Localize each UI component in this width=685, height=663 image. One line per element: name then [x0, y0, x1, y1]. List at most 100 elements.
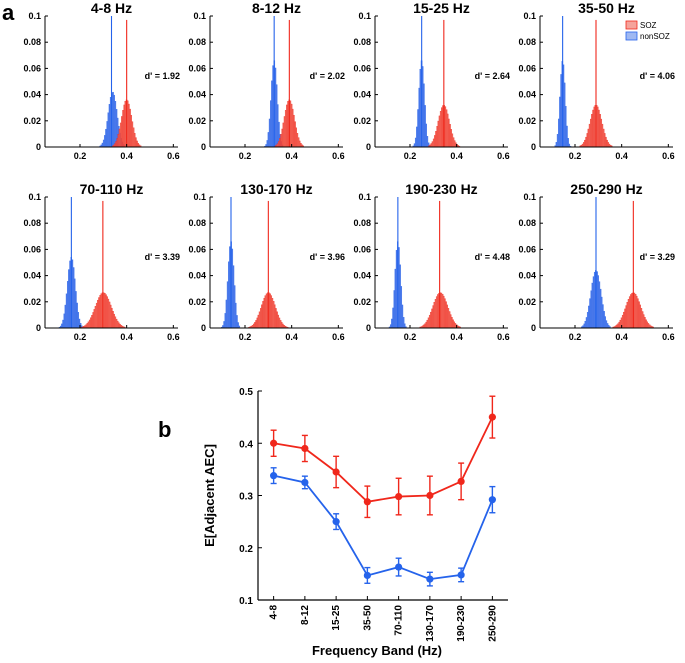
soz-histogram-bar: [98, 297, 100, 329]
nonsoz-histogram-bar: [399, 264, 401, 329]
nonsoz-histogram-bar: [419, 68, 422, 148]
soz-histogram-bar: [633, 292, 636, 329]
nonsoz-histogram-bar: [584, 321, 587, 329]
nonsoz-histogram-bar: [237, 322, 239, 329]
soz-histogram-bar: [426, 319, 429, 329]
histogram-subplot: 250-290 Hz 0 0.02 0.04 0.06 0.08 0.1 0.2 0.4 0.6 d…: [518, 181, 675, 342]
x-tick-label: 0.2: [569, 151, 582, 161]
y-tick-label: 0: [201, 323, 206, 333]
x-tick-label: 0.2: [74, 151, 87, 161]
nonsoz-histogram-bar: [270, 100, 272, 148]
y-tick-label: 0.06: [353, 244, 371, 254]
y-tick-label: 0.02: [518, 297, 536, 307]
nonsoz-histogram-bar: [69, 260, 71, 329]
nonsoz-histogram-bar: [402, 317, 405, 329]
soz-histogram-bar: [116, 138, 118, 148]
nonsoz-histogram-bar: [583, 323, 585, 329]
data-point: [395, 563, 403, 571]
y-tick-label: 0.1: [358, 192, 371, 202]
data-point: [363, 571, 371, 580]
soz-histogram-bar: [440, 292, 443, 329]
soz-histogram-bar: [255, 320, 257, 329]
y-tick-label: 0.02: [23, 297, 41, 307]
nonsoz-histogram-bar: [556, 134, 559, 148]
nonsoz-histogram-bar: [597, 275, 599, 329]
soz-histogram-bar: [444, 298, 446, 329]
soz-histogram-bar: [605, 136, 607, 148]
data-point: [426, 575, 434, 583]
data-point: [270, 472, 278, 480]
nonsoz-histogram-bar: [391, 318, 393, 329]
x-tick-label: 35-50: [362, 605, 373, 631]
nonsoz-histogram-bar: [68, 269, 70, 329]
x-tick-label: 0.4: [615, 151, 628, 161]
x-tick-label: 0.4: [450, 332, 463, 342]
soz-histogram-bar: [94, 306, 97, 329]
nonsoz-histogram-bar: [102, 139, 105, 148]
data-point: [301, 478, 309, 487]
subplot-title: 35-50 Hz: [578, 0, 635, 16]
dprime-label: d' = 3.39: [145, 252, 180, 262]
data-point: [270, 439, 278, 447]
soz-histogram-bar: [271, 297, 274, 329]
soz-histogram-bar: [126, 100, 129, 148]
x-tick-label: 0.2: [239, 151, 252, 161]
soz-histogram-bar: [435, 296, 438, 329]
subplot-title: 8-12 Hz: [252, 0, 301, 16]
y-tick-label: 0.06: [518, 63, 536, 73]
nonsoz-histogram-bar: [605, 320, 608, 329]
soz-histogram-bar: [254, 322, 256, 329]
y-tick-label: 0: [36, 323, 41, 333]
y-tick-label: 0.1: [239, 596, 253, 607]
soz-histogram-bar: [449, 314, 452, 329]
series-line: [273, 416, 494, 503]
nonsoz-histogram-bar: [418, 87, 420, 148]
nonsoz-histogram-bar: [567, 137, 569, 148]
y-tick-label: 0.04: [23, 271, 41, 281]
x-tick-label: 0.6: [167, 151, 180, 161]
soz-histogram-bar: [87, 321, 90, 329]
soz-histogram-bar: [275, 308, 277, 329]
soz-histogram-bar: [587, 128, 590, 148]
y-tick-label: 0.1: [358, 11, 371, 21]
soz-histogram-bar: [446, 113, 449, 148]
data-point: [363, 498, 371, 506]
histogram-subplot: 70-110 Hz 0 0.02 0.04 0.06 0.08 0.1 0.2 0.4 0.6 d'…: [23, 181, 180, 342]
soz-histogram-bar: [439, 111, 442, 148]
soz-histogram-bar: [588, 123, 591, 148]
y-tick-label: 0.08: [188, 37, 206, 47]
nonsoz-histogram-bar: [558, 118, 560, 148]
legend-nonsoz-swatch: [625, 31, 638, 41]
dprime-label: d' = 2.02: [310, 71, 345, 81]
soz-histogram-bar: [585, 136, 587, 148]
soz-histogram-bar: [135, 137, 137, 148]
y-tick-label: 0.08: [23, 37, 41, 47]
soz-histogram-bar: [598, 109, 600, 148]
soz-histogram-bar: [445, 109, 448, 148]
soz-histogram-bar: [437, 294, 439, 329]
soz-histogram-bar: [630, 294, 632, 329]
soz-histogram-bar: [433, 302, 436, 329]
x-tick-label: 0.4: [120, 332, 133, 342]
y-tick-label: 0.02: [188, 116, 206, 126]
data-point: [301, 444, 309, 453]
soz-histogram-bar: [124, 101, 127, 148]
subplot-title: 4-8 Hz: [91, 0, 132, 16]
soz-histogram-bar: [258, 311, 261, 329]
soz-histogram-bar: [601, 123, 604, 148]
y-tick-label: 0.2: [239, 544, 253, 555]
soz-histogram-bar: [286, 104, 288, 148]
nonsoz-histogram-bar: [425, 123, 427, 148]
y-tick-label: 0.1: [193, 192, 206, 202]
soz-histogram-bar: [281, 128, 283, 148]
soz-histogram-bar: [644, 317, 646, 329]
nonsoz-histogram-bar: [231, 248, 234, 329]
soz-histogram-bar: [446, 304, 448, 329]
data-point: [426, 491, 434, 500]
nonsoz-histogram-bar: [106, 121, 108, 148]
soz-histogram-bar: [264, 295, 267, 329]
subplot-title: 190-230 Hz: [405, 181, 477, 197]
soz-histogram-bar: [642, 314, 645, 329]
nonsoz-histogram: [99, 91, 126, 148]
soz-histogram-bar: [635, 295, 638, 329]
